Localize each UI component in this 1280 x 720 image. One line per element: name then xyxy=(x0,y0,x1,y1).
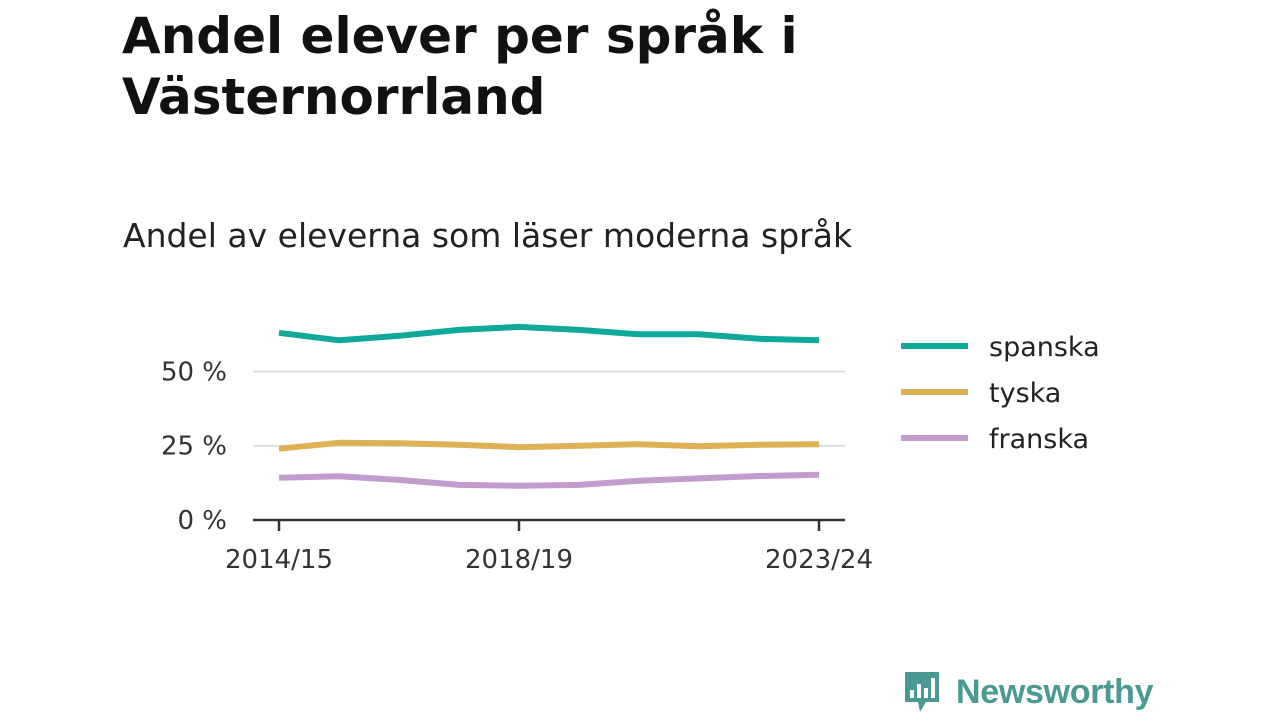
newsworthy-chart-bubble-icon xyxy=(905,672,939,712)
y-tick-label: 25 % xyxy=(161,432,227,462)
newsworthy-logo: Newsworthy xyxy=(902,670,1154,714)
y-tick-label: 50 % xyxy=(161,357,227,387)
axes: 0 % 25 % 50 % 2014/15 2018/19 2023/24 xyxy=(161,357,873,575)
y-tick-label: 0 % xyxy=(177,506,227,536)
x-tick-label: 2023/24 xyxy=(765,545,873,575)
legend-label-tyska: tyska xyxy=(989,378,1061,409)
chart-subtitle: Andel av eleverna som läser moderna språ… xyxy=(123,216,853,255)
legend-label-spanska: spanska xyxy=(989,332,1100,363)
line-chart: 0 % 25 % 50 % 2014/15 2018/19 2023/24 spanska… xyxy=(161,323,1100,575)
gridlines xyxy=(253,370,845,447)
chart-title: Andel elever per språk i Västernorrland xyxy=(122,7,798,126)
series-line-franska xyxy=(278,471,820,489)
series-line-spanska xyxy=(278,323,820,344)
x-tick-label: 2014/15 xyxy=(225,545,333,575)
series-lines xyxy=(278,323,820,489)
brand-name: Newsworthy xyxy=(956,672,1154,711)
series-line-tyska xyxy=(278,439,820,452)
legend: spanska tyska franska xyxy=(901,332,1100,455)
legend-label-franska: franska xyxy=(989,424,1089,455)
x-tick-label: 2018/19 xyxy=(465,545,573,575)
